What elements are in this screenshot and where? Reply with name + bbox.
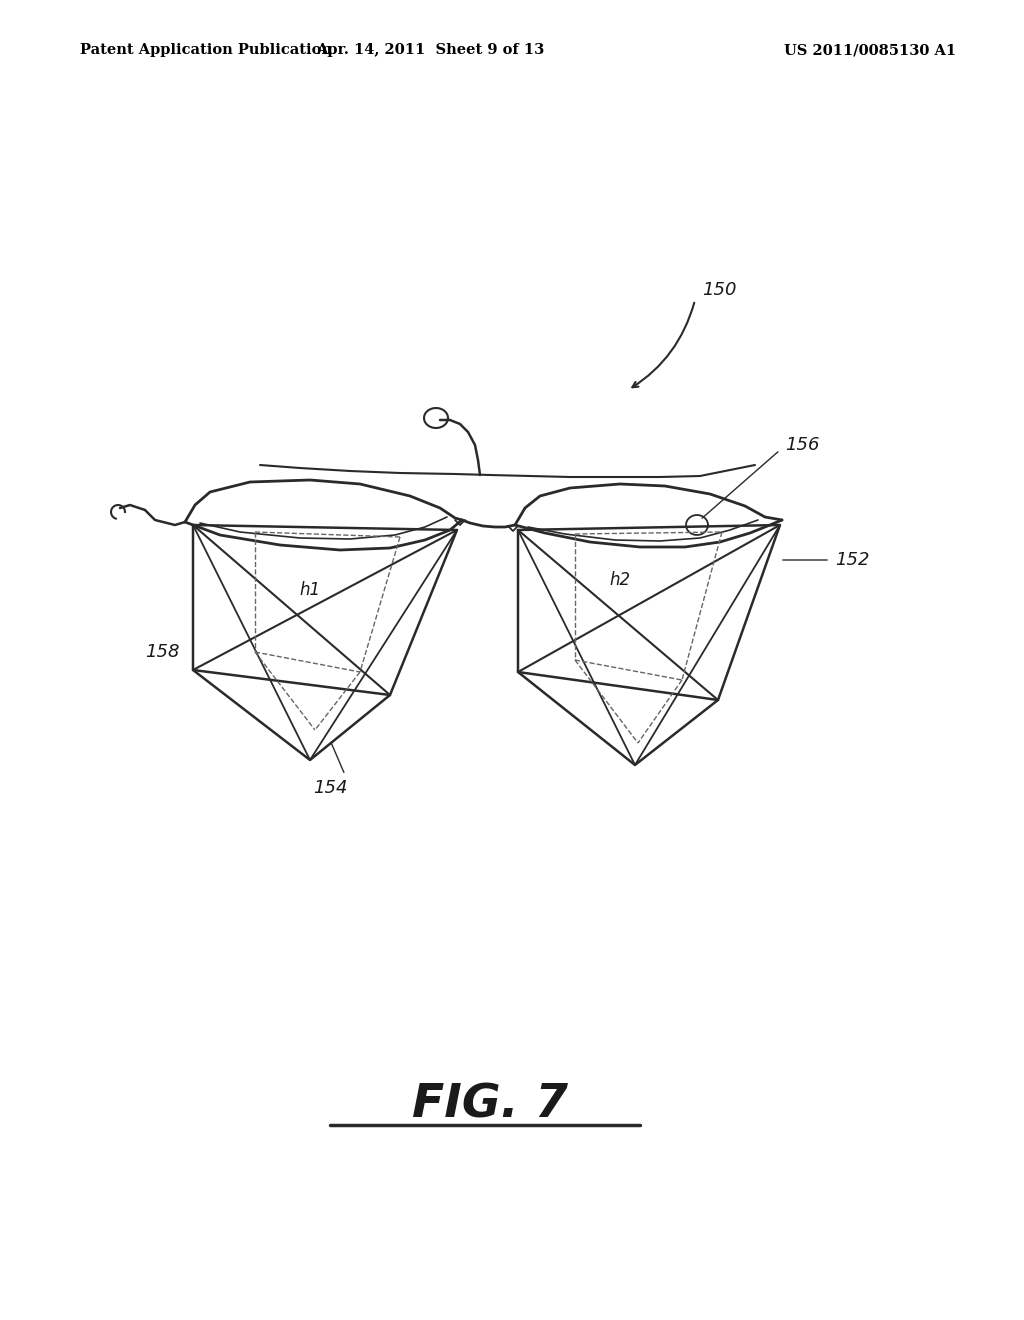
Text: h2: h2 (609, 572, 631, 589)
Text: 158: 158 (144, 643, 179, 661)
Text: 152: 152 (835, 550, 869, 569)
Text: 150: 150 (702, 281, 736, 300)
Text: FIG. 7: FIG. 7 (412, 1082, 568, 1127)
Text: 154: 154 (312, 779, 347, 797)
Text: Apr. 14, 2011  Sheet 9 of 13: Apr. 14, 2011 Sheet 9 of 13 (315, 44, 544, 57)
Text: US 2011/0085130 A1: US 2011/0085130 A1 (784, 44, 956, 57)
Text: Patent Application Publication: Patent Application Publication (80, 44, 332, 57)
Text: 156: 156 (785, 436, 819, 454)
Text: h1: h1 (299, 581, 321, 599)
